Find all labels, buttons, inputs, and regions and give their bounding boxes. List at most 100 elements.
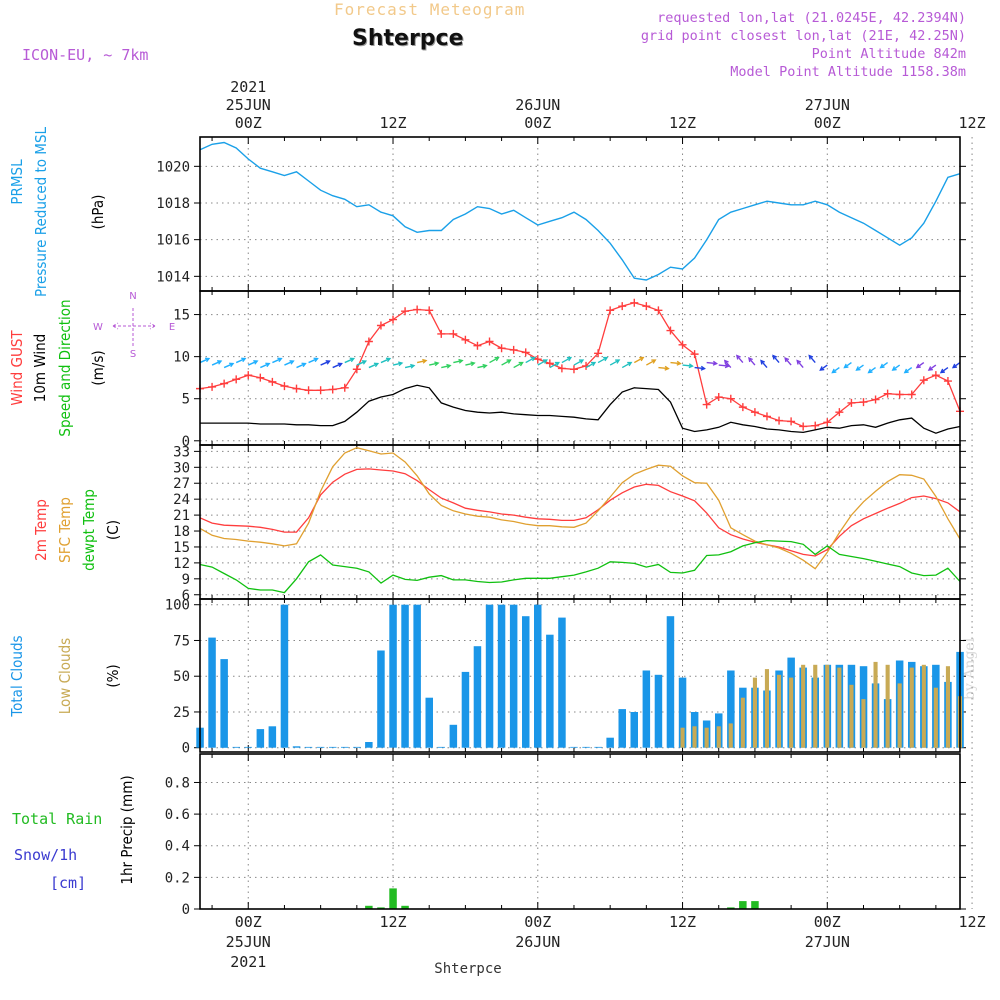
wind-vector-arrow xyxy=(513,361,523,369)
wind-vector-arrowhead xyxy=(939,368,945,374)
wind-vector-arrowhead xyxy=(688,363,694,369)
wind-vector-arrow xyxy=(549,361,560,369)
wind-vector-arrow xyxy=(819,364,828,371)
wind-vector-arrowhead xyxy=(748,357,753,363)
wind-vector-arrow xyxy=(416,359,427,364)
wind-gust-point xyxy=(557,364,566,373)
wind-vector-arrowhead xyxy=(506,359,512,364)
wind-gust-point xyxy=(642,302,651,311)
wind-ytick-label: 15 xyxy=(173,308,190,324)
wind-vector-arrow xyxy=(682,364,693,367)
time-label-bottom: 2021 xyxy=(230,953,266,971)
wind-vector-arrowhead xyxy=(772,354,778,360)
wind-vector-arrowhead xyxy=(410,363,416,369)
station-title: Shterpce xyxy=(352,26,464,51)
wind-gust-point xyxy=(666,326,675,335)
wind-gust-point xyxy=(702,400,711,409)
wind-gust-point xyxy=(883,389,892,398)
wind-vector-arrow xyxy=(597,356,608,364)
low-cloud-bar xyxy=(813,664,818,748)
wind-vector-arrow xyxy=(392,362,403,366)
wind-vector-arrow xyxy=(284,360,294,366)
precip-legend-rain: Total Rain xyxy=(12,810,102,828)
total-cloud-bar xyxy=(437,746,445,748)
wind-vector-arrow xyxy=(784,357,792,366)
wind-vector-arrow xyxy=(235,357,246,364)
low-cloud-bar xyxy=(801,664,806,748)
wind-gust-point xyxy=(750,408,759,417)
wind-vector-arrowhead xyxy=(422,358,428,364)
wind-gust-point xyxy=(533,355,542,364)
wind-gust-point xyxy=(256,373,265,382)
wind-vector-arrow xyxy=(356,360,367,366)
total-cloud-bar xyxy=(522,616,530,748)
wind-vector-arrow xyxy=(694,366,705,370)
wind-vector-arrow xyxy=(844,361,852,369)
low-cloud-bar xyxy=(933,687,938,748)
wind-vector-arrow xyxy=(736,355,744,364)
total-cloud-bar xyxy=(570,746,578,748)
grid-point-coordinates: grid point closest lon,lat (21E, 42.25N) xyxy=(640,28,966,44)
precip-legend-snow-unit: [cm] xyxy=(50,874,86,892)
total-cloud-bar xyxy=(618,709,626,748)
total-cloud-bar xyxy=(413,604,421,748)
wind-vector-arrow xyxy=(621,361,632,369)
temperature-ytick-label: 9 xyxy=(182,572,190,588)
wind-vector-arrowhead xyxy=(458,358,464,364)
wind-vector-arrowhead xyxy=(325,360,331,365)
time-label-top: 25JUN xyxy=(226,96,271,114)
wind-vector-arrow xyxy=(308,357,318,364)
pressure-grid: 1014 1016 1018 1020 xyxy=(156,137,973,291)
pressure-ytick-label: 1014 xyxy=(156,269,190,285)
wind-vector-arrow xyxy=(477,364,487,369)
wind-vector-arrow xyxy=(856,364,864,371)
wind-vector-arrowhead xyxy=(253,360,259,365)
wind-gust-point xyxy=(714,393,723,402)
wind-vector-arrowhead xyxy=(843,363,849,369)
low-cloud-bar xyxy=(728,723,733,748)
wind-gust-point xyxy=(280,382,289,391)
rain-bar xyxy=(389,888,397,909)
wind-vector-arrowhead xyxy=(385,357,392,363)
wind-gust-point xyxy=(208,382,217,391)
wind-vector-arrowhead xyxy=(627,361,633,367)
wind-vector-arrowhead xyxy=(337,362,343,368)
low-cloud-bar xyxy=(873,661,878,748)
wind-gust-point xyxy=(352,365,361,374)
wind-gust-point xyxy=(437,329,446,338)
pressure-ylabel-long: Pressure Reduced to MSL xyxy=(32,126,50,297)
wind-vector-arrowhead xyxy=(735,354,741,360)
wind-vector-arrow xyxy=(320,360,330,366)
total-cloud-bar xyxy=(606,737,614,748)
temperature-ytick-label: 21 xyxy=(173,508,190,524)
wind-gust-point xyxy=(871,395,880,404)
wind-vector-arrow xyxy=(658,366,669,370)
time-label-bottom: 00Z xyxy=(235,913,262,931)
wind-vector-arrow xyxy=(441,364,451,369)
wind-vector-arrow xyxy=(928,364,937,371)
wind-gust-point xyxy=(606,306,615,315)
pressure-ylabel-short: PRMSL xyxy=(8,159,26,205)
precip-ytick-label: 0 xyxy=(182,902,190,918)
wind-vector-arrowhead xyxy=(676,360,682,366)
wind-speed-direction-ylabel: Speed and Direction xyxy=(56,299,74,436)
wind-gust-point xyxy=(654,306,663,315)
wind-gust-point xyxy=(799,422,808,431)
wind-vector-arrow xyxy=(537,359,548,366)
wind-vector-arrowhead xyxy=(301,362,307,368)
wind-vector-arrowhead xyxy=(397,361,404,367)
wind-gust-point xyxy=(726,394,735,403)
wind-vector-arrow xyxy=(646,359,656,366)
wind-vector-arrowhead xyxy=(446,363,452,369)
total-cloud-bar xyxy=(425,697,433,748)
wind-vector-arrow xyxy=(501,359,511,366)
time-label-top: 12Z xyxy=(959,114,986,132)
wind-vector-arrowhead xyxy=(951,363,958,369)
wind-vector-arrowhead xyxy=(796,359,802,365)
low-cloud-bar xyxy=(716,726,721,748)
wind-gust-point xyxy=(775,416,784,425)
total-cloud-bar xyxy=(268,726,277,748)
wind-vector-arrow xyxy=(380,357,391,364)
low-cloud-bar xyxy=(849,684,854,748)
